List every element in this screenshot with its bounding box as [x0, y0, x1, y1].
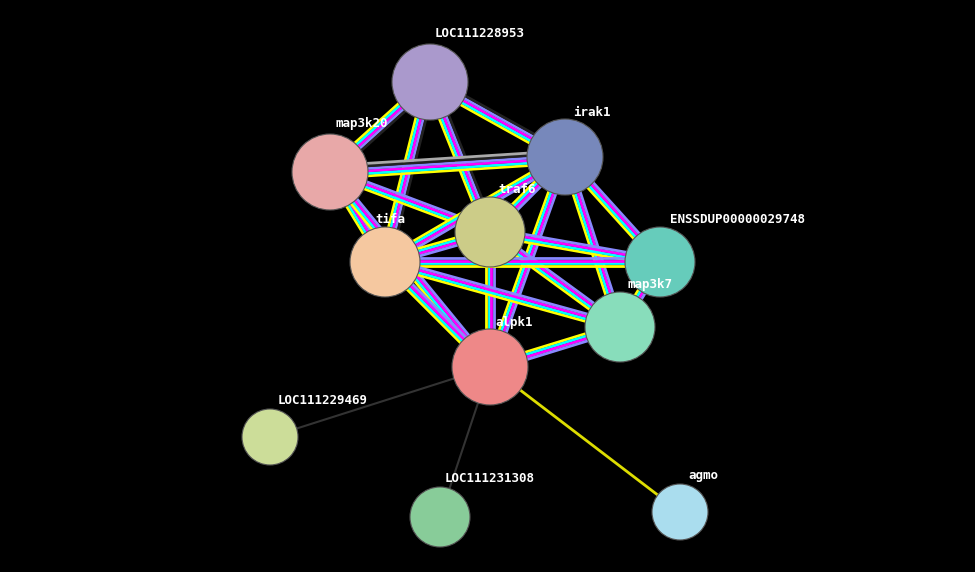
Text: LOC111229469: LOC111229469	[278, 394, 368, 407]
Circle shape	[410, 487, 470, 547]
Text: map3k20: map3k20	[335, 117, 387, 130]
Circle shape	[350, 227, 420, 297]
Circle shape	[292, 134, 368, 210]
Circle shape	[585, 292, 655, 362]
Text: tifa: tifa	[375, 213, 405, 226]
Text: LOC111231308: LOC111231308	[445, 472, 535, 485]
Circle shape	[652, 484, 708, 540]
Text: irak1: irak1	[573, 106, 610, 119]
Circle shape	[625, 227, 695, 297]
Circle shape	[455, 197, 525, 267]
Text: agmo: agmo	[688, 469, 718, 482]
Text: ENSSDUP00000029748: ENSSDUP00000029748	[670, 213, 805, 226]
Text: LOC111228953: LOC111228953	[435, 27, 525, 40]
Circle shape	[242, 409, 298, 465]
Circle shape	[452, 329, 528, 405]
Circle shape	[527, 119, 603, 195]
Circle shape	[392, 44, 468, 120]
Text: traf6: traf6	[498, 183, 535, 196]
Text: alpk1: alpk1	[495, 316, 532, 329]
Text: map3k7: map3k7	[628, 278, 673, 291]
